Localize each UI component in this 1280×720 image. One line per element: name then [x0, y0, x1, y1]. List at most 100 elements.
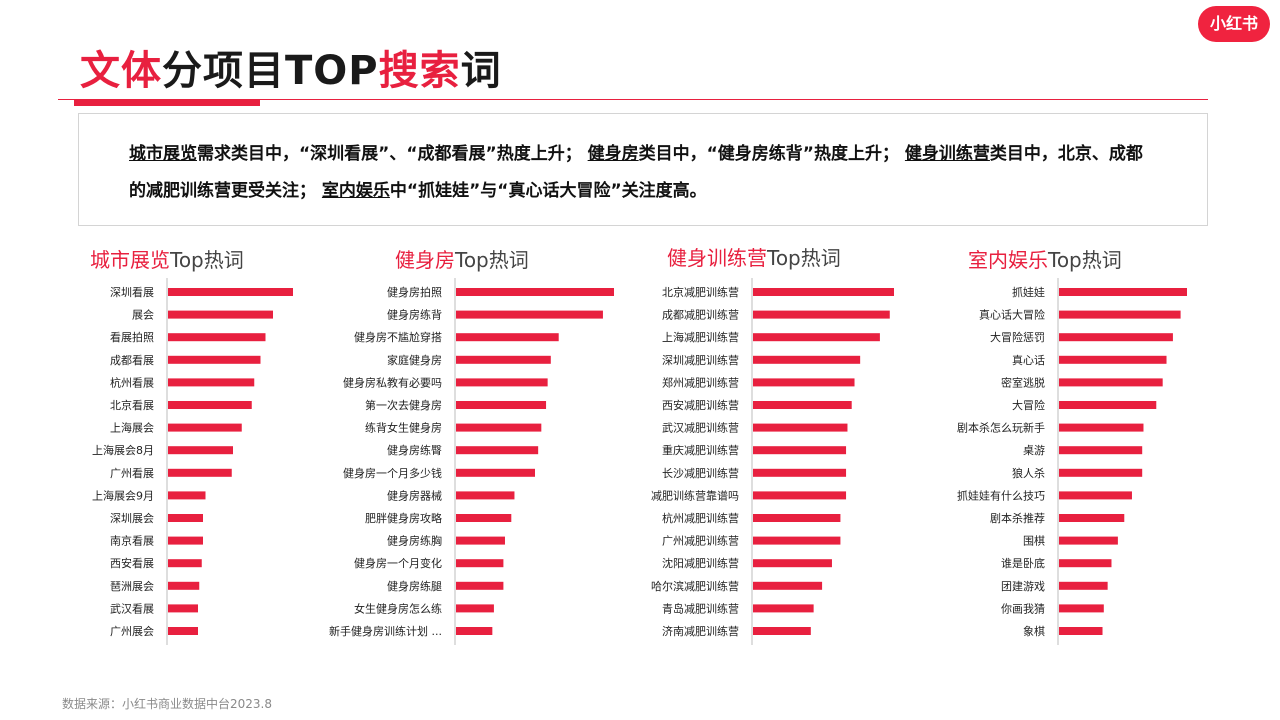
bar: [1059, 491, 1132, 500]
bar: [1059, 378, 1163, 387]
bar: [168, 310, 273, 319]
category-label: 健身房不尴尬穿搭: [354, 330, 442, 344]
category-label: 广州展会: [110, 625, 154, 638]
title-part: 搜索: [378, 48, 461, 94]
category-label: 上海展会9月: [92, 488, 154, 502]
category-label: 女生健身房怎么练: [354, 601, 442, 615]
bar: [1059, 536, 1118, 545]
panel-title-gym: 健身房Top热词: [395, 244, 529, 273]
bar: [168, 288, 293, 296]
category-label: 健身房一个月变化: [354, 556, 442, 570]
category-label: 武汉减肥训练营: [662, 421, 739, 435]
category-label: 沈阳减肥训练营: [662, 556, 739, 570]
summary-text: 类目中，“健身房练背”热度上升；: [638, 144, 899, 164]
bar: [168, 514, 203, 522]
category-label: 家庭健身房: [387, 353, 442, 367]
panel-title-indoor-entertainment: 室内娱乐Top热词: [968, 244, 1122, 273]
category-label: 郑州减肥训练营: [662, 375, 739, 389]
summary-text: 中“抓娃娃”与“真心话大冒险”关注度高。: [389, 181, 707, 201]
bar: [168, 333, 266, 342]
bar: [168, 627, 198, 635]
bar: [753, 310, 890, 319]
category-label: 上海展会8月: [92, 443, 154, 457]
bar: [456, 288, 614, 296]
summary-keyword: 健身房: [587, 144, 639, 164]
category-label: 桌游: [1023, 444, 1045, 457]
bar: [753, 423, 848, 432]
category-label: 重庆减肥训练营: [662, 443, 739, 457]
summary-text: 需求类目中，“深圳看展”、“成都看展”热度上升；: [197, 144, 582, 164]
category-label: 杭州看展: [110, 375, 154, 389]
panel-title-main: 城市展览: [90, 248, 170, 272]
category-label: 大冒险: [1012, 398, 1045, 412]
bar: [753, 581, 823, 590]
category-label: 新手健身房训练计划 ...: [329, 624, 442, 638]
bar: [456, 536, 505, 545]
bar: [168, 468, 232, 477]
bar: [1059, 627, 1103, 635]
bar: [168, 536, 203, 545]
bar: [168, 581, 200, 590]
bar: [456, 355, 551, 364]
bar: [456, 310, 603, 319]
bar: [168, 355, 261, 364]
category-label: 第一次去健身房: [365, 398, 442, 412]
bar: [753, 491, 847, 500]
bar: [168, 378, 255, 387]
bar: [168, 604, 198, 613]
panel-title-suffix: Top热词: [455, 248, 529, 272]
title-part: 分项目TOP: [162, 48, 379, 94]
category-label: 深圳看展: [110, 285, 154, 299]
category-label: 健身房一个月多少钱: [343, 466, 442, 480]
page-title: 文体分项目TOP搜索词: [80, 38, 502, 96]
category-label: 围棋: [1023, 534, 1045, 548]
category-label: 深圳展会: [110, 512, 154, 525]
data-source-footer: 数据来源：小红书商业数据中台2023.8: [62, 697, 272, 711]
category-label: 健身房练臀: [387, 443, 442, 457]
bar: [753, 401, 852, 409]
bar: [168, 401, 252, 409]
category-label: 抓娃娃有什么技巧: [957, 488, 1045, 502]
category-label: 杭州减肥训练营: [662, 511, 739, 525]
summary-text: 类目中，北京、成都的减肥训练营更受关注；: [129, 144, 1143, 201]
category-label: 健身房私教有必要吗: [343, 375, 442, 389]
category-label: 上海展会: [110, 421, 154, 435]
title-divider: [58, 99, 1208, 100]
bar: [753, 627, 811, 635]
panel-title-suffix: Top热词: [1048, 248, 1122, 272]
category-label: 健身房器械: [387, 488, 442, 502]
bar: [753, 604, 814, 613]
category-label: 北京看展: [110, 398, 154, 412]
category-label: 广州减肥训练营: [662, 534, 739, 548]
gym-bar-chart: 健身房拍照健身房练背健身房不尴尬穿搭家庭健身房健身房私教有必要吗第一次去健身房练…: [329, 278, 614, 645]
category-label: 健身房练胸: [387, 534, 442, 548]
bar: [168, 446, 233, 455]
bar: [168, 491, 206, 500]
title-part: 文体: [80, 48, 162, 94]
bar: [1059, 401, 1157, 409]
bar: [753, 559, 832, 568]
bar: [753, 446, 847, 455]
bar: [1059, 514, 1125, 522]
bar: [456, 604, 494, 613]
category-label: 减肥训练营靠谱吗: [651, 488, 739, 502]
category-label: 真心话: [1012, 353, 1045, 367]
bar: [1059, 446, 1143, 455]
title-accent-bar: [74, 99, 260, 106]
category-label: 北京减肥训练营: [662, 285, 739, 299]
bar: [1059, 310, 1181, 319]
category-label: 看展拍照: [110, 330, 154, 344]
bar: [456, 559, 504, 568]
bar: [753, 536, 841, 545]
category-label: 哈尔滨减肥训练营: [651, 579, 739, 593]
category-label: 健身房练腿: [387, 579, 442, 593]
bar: [456, 378, 548, 387]
category-label: 西安减肥训练营: [662, 398, 739, 412]
bar: [753, 468, 847, 477]
bar: [456, 468, 535, 477]
category-label: 琶洲展会: [110, 580, 154, 593]
category-label: 谁是卧底: [1001, 556, 1045, 570]
category-label: 深圳减肥训练营: [662, 353, 739, 367]
bar: [456, 446, 539, 455]
bar: [456, 581, 504, 590]
